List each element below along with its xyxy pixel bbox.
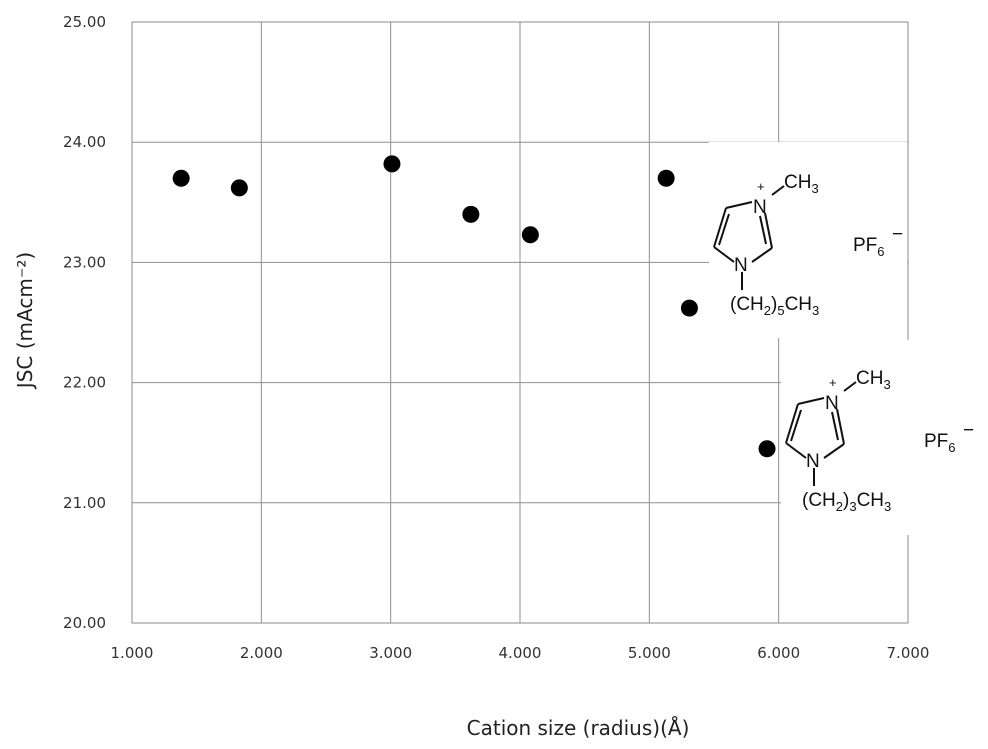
y-tick-label: 23.00 [63, 253, 106, 271]
data-point-8 [759, 440, 776, 457]
data-point-2 [231, 179, 248, 196]
ring1-plus-sign: + [757, 179, 765, 194]
data-point-1 [173, 170, 190, 187]
x-tick-label: 1.000 [111, 644, 154, 662]
x-tick-label: 3.000 [369, 644, 412, 662]
data-point-4 [462, 206, 479, 223]
ring1-n: N [734, 255, 748, 276]
ring1-alkyl-chain: (CH2​)5​CH3​ [730, 294, 819, 318]
ring2-n-plus: N [825, 393, 839, 414]
y-tick-label: 22.00 [63, 374, 106, 392]
x-tick-label: 7.000 [887, 644, 930, 662]
x-axis-title: Cation size (radius)(Å) [467, 716, 690, 740]
y-axis-title: JSC (mAcm⁻²) [13, 252, 37, 390]
y-tick-label: 25.00 [63, 13, 106, 31]
y-tick-label: 20.00 [63, 614, 106, 632]
anion-1-charge: − [892, 224, 903, 245]
y-tick-label: 21.00 [63, 494, 106, 512]
ring2-alkyl-chain: (CH2​)3​CH3​ [802, 490, 891, 514]
data-point-6 [658, 170, 675, 187]
x-tick-label: 6.000 [757, 644, 800, 662]
ring2-plus-sign: + [829, 375, 837, 390]
data-point-7 [681, 300, 698, 317]
data-point-3 [383, 155, 400, 172]
ring1-n-plus: N [753, 197, 767, 218]
data-point-5 [522, 226, 539, 243]
x-tick-label: 5.000 [628, 644, 671, 662]
y-tick-label: 24.00 [63, 133, 106, 151]
ring2-n: N [806, 451, 820, 472]
x-tick-label: 2.000 [240, 644, 283, 662]
anion-2-charge: − [963, 420, 974, 441]
x-tick-label: 4.000 [499, 644, 542, 662]
